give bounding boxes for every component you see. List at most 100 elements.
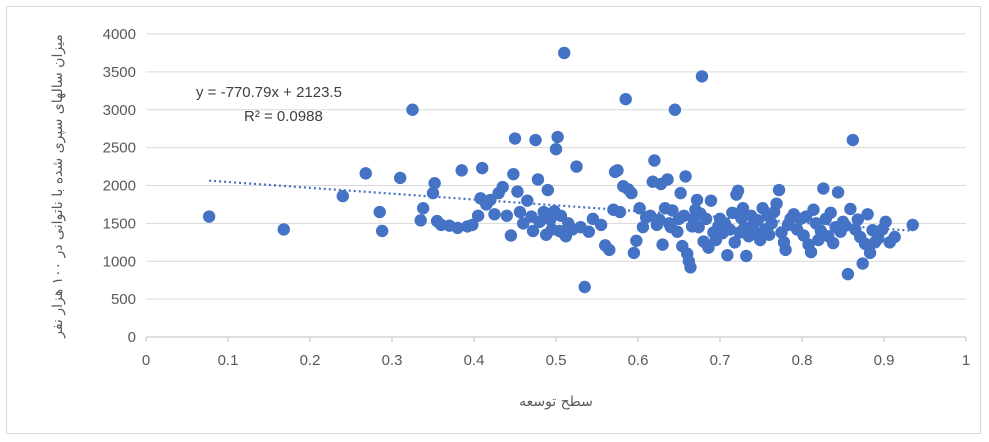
data-point [511, 185, 524, 198]
data-point [202, 210, 216, 223]
data-point [504, 229, 518, 242]
data-point [726, 206, 739, 219]
x-tick-label: 0.9 [874, 352, 895, 369]
data-point [863, 246, 877, 260]
data-point [507, 167, 520, 181]
y-tick-label: 3500 [103, 64, 136, 81]
data-point [455, 164, 468, 177]
data-point [861, 208, 874, 221]
data-point [846, 133, 860, 147]
data-point [797, 229, 810, 242]
data-point [476, 161, 489, 175]
data-point [471, 209, 485, 222]
data-point [763, 228, 776, 241]
data-point [414, 214, 427, 227]
y-tick-label: 1000 [103, 253, 136, 270]
data-point [428, 177, 441, 190]
data-point [695, 70, 709, 83]
data-point [359, 167, 372, 180]
data-point [661, 173, 674, 186]
y-axis-title: میزان سالهای سپری شده با ناتوانی در ۱۰۰ … [50, 34, 66, 339]
data-point [277, 223, 290, 236]
data-point [674, 186, 687, 200]
x-tick-label: 1 [962, 352, 970, 369]
data-point [839, 219, 852, 232]
data-point [416, 202, 430, 215]
trendline-r-squared: R² = 0.0988 [244, 108, 323, 125]
data-point [779, 243, 792, 257]
data-point [603, 243, 616, 257]
y-tick-label: 4000 [103, 26, 136, 43]
x-tick-label: 0 [142, 352, 150, 369]
x-tick-label: 0.1 [218, 352, 239, 369]
data-point [627, 246, 641, 260]
x-axis-title: سطح توسعه [519, 394, 593, 410]
data-points [202, 46, 919, 294]
x-tick-label: 0.5 [546, 352, 567, 369]
x-tick-labels: 0 0.1 0.2 0.3 0.4 0.5 0.6 0.7 0.8 0.9 1 [142, 352, 970, 369]
data-point [653, 213, 666, 226]
data-point [656, 238, 669, 251]
data-point [466, 218, 479, 232]
data-point [824, 206, 837, 219]
data-point [426, 186, 440, 200]
data-point [375, 224, 389, 238]
data-point [736, 202, 750, 215]
data-point [531, 173, 545, 186]
x-tick-label: 0.7 [710, 352, 731, 369]
data-point [677, 209, 691, 222]
data-point [582, 225, 595, 238]
data-point [851, 213, 864, 226]
data-point [772, 183, 786, 197]
data-point [841, 267, 855, 281]
data-point [508, 132, 522, 145]
data-point [699, 212, 713, 226]
data-point [721, 248, 734, 262]
data-point [740, 249, 753, 263]
x-tick-label: 0.2 [300, 352, 321, 369]
data-point [336, 189, 349, 203]
data-point [636, 220, 650, 234]
data-point [521, 194, 534, 207]
data-point [807, 203, 820, 216]
data-point [826, 236, 840, 250]
x-tick-label: 0.3 [382, 352, 403, 369]
data-point [613, 205, 627, 219]
y-tick-label: 500 [111, 291, 136, 308]
data-point [451, 221, 464, 235]
data-point [570, 160, 583, 173]
data-point [770, 197, 783, 210]
x-tick-label: 0.8 [792, 352, 813, 369]
data-point [804, 245, 818, 259]
data-point [765, 217, 778, 230]
data-point [692, 220, 705, 234]
data-point [723, 223, 737, 236]
y-tick-label: 2500 [103, 140, 136, 157]
data-point [594, 218, 608, 232]
data-point [753, 233, 767, 247]
data-point [731, 184, 745, 198]
data-point [496, 180, 509, 194]
x-tick-label: 0.6 [628, 352, 649, 369]
data-point [844, 202, 857, 216]
data-point [831, 186, 845, 199]
y-tick-label: 1500 [103, 215, 136, 232]
data-point [625, 186, 638, 200]
data-point [611, 164, 624, 177]
y-tick-labels: 0 500 1000 1500 2000 2500 3000 3500 4000 [103, 26, 136, 346]
data-point [671, 225, 684, 238]
data-point [578, 280, 591, 294]
data-point [549, 142, 563, 156]
data-point [888, 230, 901, 244]
data-point [666, 204, 679, 217]
data-point [633, 202, 646, 215]
data-point [704, 194, 718, 207]
y-tick-label: 0 [128, 329, 136, 346]
data-point [751, 214, 764, 227]
data-point [484, 193, 497, 207]
data-point [679, 170, 692, 183]
data-point [817, 182, 830, 195]
data-point [373, 205, 386, 219]
data-point [648, 154, 661, 167]
